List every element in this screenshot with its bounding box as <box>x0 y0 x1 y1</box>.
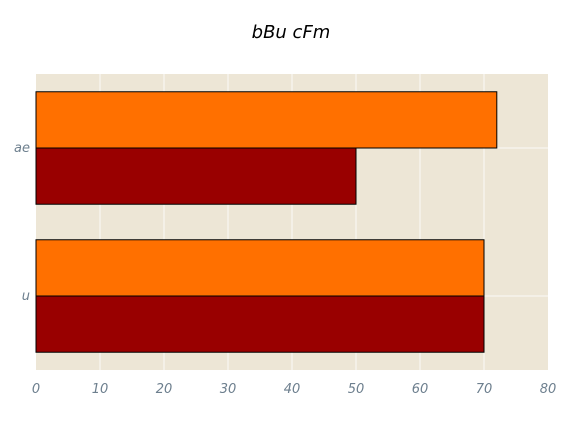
bar <box>35 147 357 205</box>
x-tick-label: 30 <box>220 382 237 397</box>
bar <box>35 295 485 353</box>
x-tick-label: 20 <box>156 382 173 397</box>
y-tick-label: ae <box>14 141 30 156</box>
x-tick-label: 40 <box>284 382 301 397</box>
y-axis-ticks: u ae <box>14 141 30 304</box>
x-tick-label: 50 <box>348 382 365 397</box>
x-axis-ticks: 0 10 20 30 40 50 60 70 80 <box>32 382 556 397</box>
x-tick-label: 70 <box>476 382 493 397</box>
bar <box>35 91 498 149</box>
bar <box>35 239 485 297</box>
x-tick-label: 80 <box>540 382 557 397</box>
y-tick-label: u <box>22 289 30 304</box>
chart-title: bBu cFm <box>252 22 331 43</box>
x-tick-label: 0 <box>32 382 40 397</box>
x-tick-label: 60 <box>412 382 429 397</box>
bars <box>35 91 498 353</box>
x-tick-label: 10 <box>92 382 109 397</box>
